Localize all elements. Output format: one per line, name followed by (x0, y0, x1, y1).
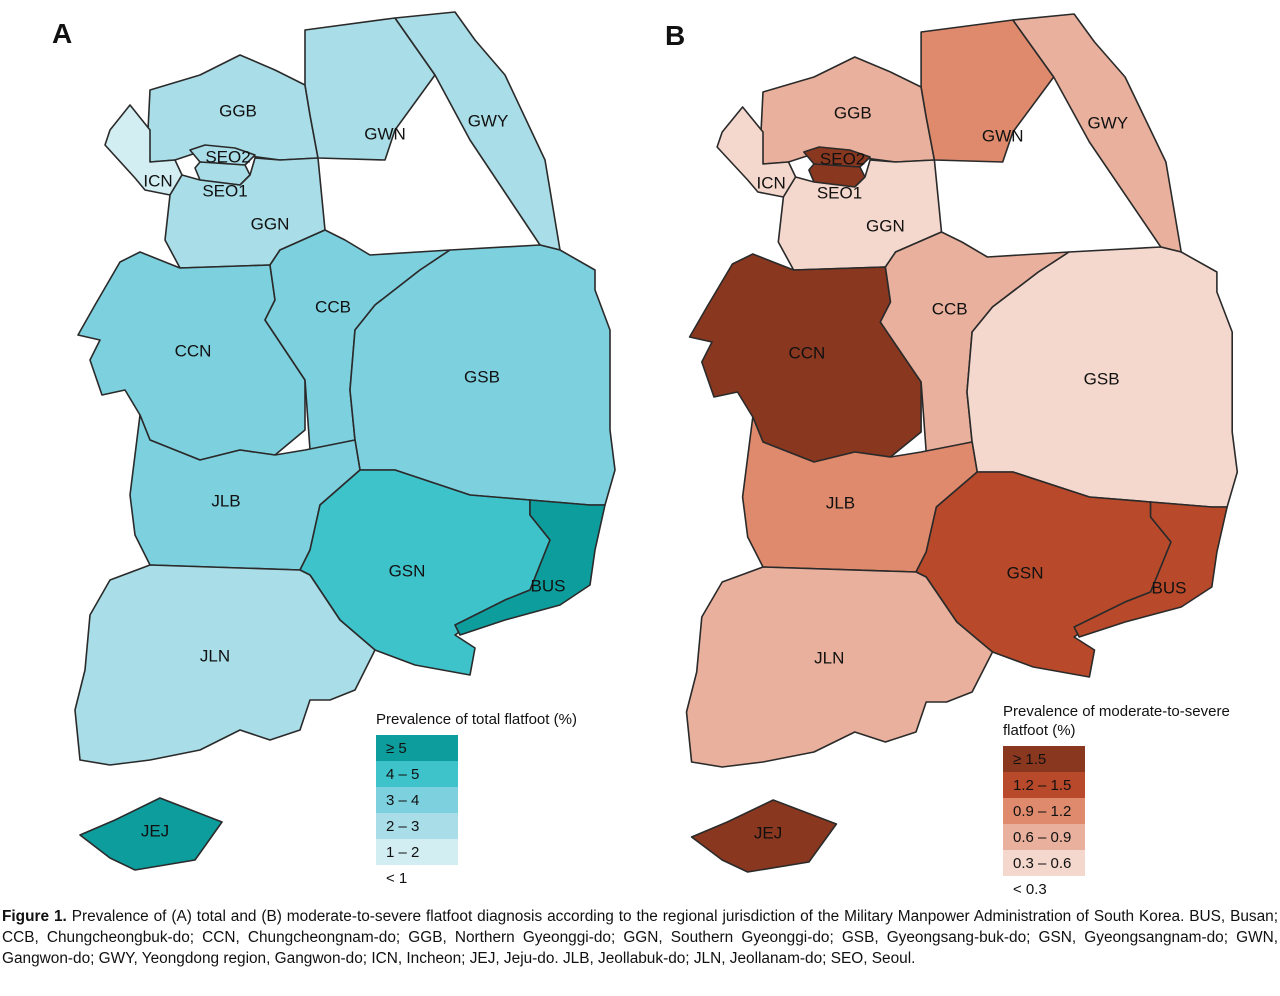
legend-b-item: 1.2 – 1.5 (1003, 772, 1233, 798)
legend-b-item: 0.6 – 0.9 (1003, 824, 1233, 850)
label-bus-b: BUS (1152, 578, 1187, 597)
legend-b-item: ≥ 1.5 (1003, 746, 1233, 772)
label-seo2-b: SEO2 (820, 149, 865, 168)
legend-b-swatch: ≥ 1.5 (1003, 746, 1085, 772)
label-jej-b: JEJ (754, 823, 782, 842)
label-ggb-a: GGB (219, 101, 257, 120)
map-a: GGB SEO2 SEO1 ICN GGN GWN GWY CCN CCB GSB JLB GSN BU… (74, 11, 616, 871)
label-jln-b: JLN (814, 648, 844, 667)
label-seo2-a: SEO2 (205, 147, 250, 166)
region-jej-a (79, 797, 223, 871)
label-ggn-a: GGN (251, 214, 290, 233)
region-gwy-b (1012, 13, 1183, 253)
region-ccn-a (77, 251, 306, 461)
label-jej-a: JEJ (141, 821, 169, 840)
legend-a-item: ≥ 5 (376, 735, 577, 761)
label-bus-a: BUS (531, 576, 566, 595)
region-jln-a (74, 564, 376, 766)
legend-b-swatch: < 0.3 (1003, 876, 1085, 902)
panel-b-letter: B (665, 20, 686, 51)
caption-text: Prevalence of (A) total and (B) moderate… (2, 908, 1279, 967)
region-gwn-b (920, 19, 1055, 163)
legend-a-item: 2 – 3 (376, 813, 577, 839)
label-ggn-b: GGN (866, 216, 905, 235)
label-icn-b: ICN (757, 173, 786, 192)
region-gwy-a (394, 11, 561, 251)
label-seo1-a: SEO1 (202, 181, 247, 200)
legend-b-item: < 0.3 (1003, 876, 1233, 902)
label-gwy-b: GWY (1087, 113, 1128, 132)
figure-caption: Figure 1. Prevalence of (A) total and (B… (2, 906, 1278, 969)
legend-a-title: Prevalence of total flatfoot (%) (376, 711, 577, 728)
legend-a-item: < 1 (376, 865, 577, 891)
region-bus-b (1073, 501, 1228, 638)
legend-a-swatch: < 1 (376, 865, 458, 891)
label-jlb-b: JLB (826, 493, 855, 512)
caption-title: Figure 1. (2, 908, 67, 925)
region-jln-b (685, 566, 994, 768)
label-icn-a: ICN (143, 171, 172, 190)
region-gwn-a (304, 17, 436, 161)
legend-b: Prevalence of moderate-to-severe flatfoo… (1003, 702, 1233, 902)
map-b: GGB SEO2 SEO1 ICN GGN GWN GWY CCN CCB GSB JLB GSN BU… (685, 13, 1239, 873)
choropleth-maps: GGB SEO2 SEO1 ICN GGN GWN GWY CCN CCB GSB JLB GSN BU… (74, 11, 1239, 873)
legend-b-item: 0.9 – 1.2 (1003, 798, 1233, 824)
label-gsn-a: GSN (389, 561, 426, 580)
legend-b-swatch: 0.3 – 0.6 (1003, 850, 1085, 876)
label-ccb-b: CCB (932, 299, 968, 318)
label-gwn-b: GWN (982, 126, 1024, 145)
legend-b-swatch: 1.2 – 1.5 (1003, 772, 1085, 798)
label-gwy-a: GWY (468, 111, 509, 130)
label-seo1-b: SEO1 (817, 183, 862, 202)
legend-a-item: 4 – 5 (376, 761, 577, 787)
label-gsb-a: GSB (464, 367, 500, 386)
legend-a-swatch: 1 – 2 (376, 839, 458, 865)
region-bus-a (454, 499, 606, 636)
label-ggb-b: GGB (834, 103, 872, 122)
label-gsb-b: GSB (1084, 369, 1120, 388)
legend-b-item: 0.3 – 0.6 (1003, 850, 1233, 876)
region-jej-b (690, 799, 838, 873)
label-ccn-a: CCN (175, 341, 212, 360)
label-jln-a: JLN (200, 646, 230, 665)
panel-a-letter: A (52, 18, 73, 49)
legend-b-swatch: 0.6 – 0.9 (1003, 824, 1085, 850)
legend-a-swatch: 3 – 4 (376, 787, 458, 813)
legend-a-item: 3 – 4 (376, 787, 577, 813)
label-ccn-b: CCN (788, 343, 825, 362)
legend-b-title: Prevalence of moderate-to-severe flatfoo… (1003, 703, 1230, 739)
label-gsn-b: GSN (1007, 563, 1044, 582)
legend-a-swatch: 4 – 5 (376, 761, 458, 787)
legend-a-item: 1 – 2 (376, 839, 577, 865)
legend-b-swatch: 0.9 – 1.2 (1003, 798, 1085, 824)
region-ccn-b (688, 253, 922, 463)
label-jlb-a: JLB (211, 491, 240, 510)
legend-a-swatch: ≥ 5 (376, 735, 458, 761)
label-ccb-a: CCB (315, 297, 351, 316)
label-gwn-a: GWN (364, 124, 406, 143)
legend-a-swatch: 2 – 3 (376, 813, 458, 839)
